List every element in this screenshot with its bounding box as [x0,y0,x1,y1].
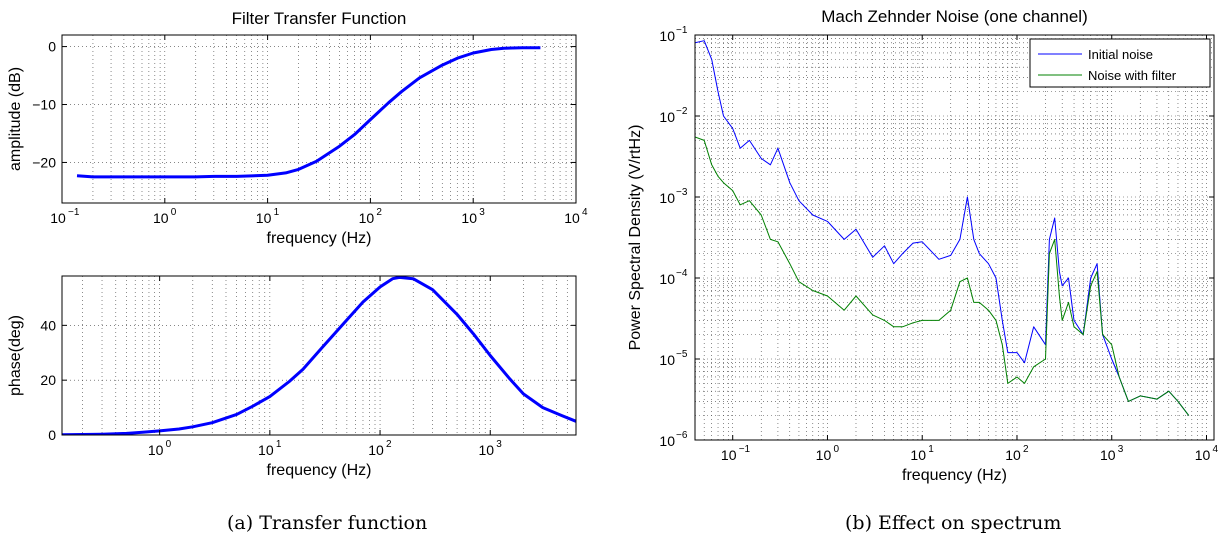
chart-title: Mach Zehnder Noise (one channel) [821,7,1087,26]
x-tick-exponent: 3 [496,439,502,450]
grid [694,34,1214,441]
x-tick-exponent: 1 [928,444,934,455]
x-tick-label: 10 [50,210,66,226]
y-tick-exponent: −3 [676,187,688,198]
y-tick-label: 0 [48,39,56,55]
y-tick-label: 10 [659,28,675,44]
y-tick-label: 10 [659,109,675,125]
plot-area [62,35,576,203]
x-tick-label: 10 [1005,447,1021,463]
y-tick-label: −10 [32,97,56,113]
y-axis-label: amplitude (dB) [7,67,24,171]
x-axis-label: frequency (Hz) [267,462,372,479]
axes-frame [694,34,1215,441]
y-tick-label: −20 [32,154,56,170]
psd-chart: 10 −1 10 0 10 1 10 2 10 3 10 410 −610 −510 −410 −310 −21… [627,7,1218,484]
x-tick-exponent: 0 [833,444,839,455]
y-tick-label: 10 [659,190,675,206]
legend-label: Initial noise [1088,47,1153,62]
x-axis-label: frequency (Hz) [902,467,1007,484]
x-tick-exponent: 0 [166,439,172,450]
x-tick-exponent: −1 [739,444,751,455]
y-tick-label: 10 [659,352,675,368]
caption-b: (b) Effect on spectrum [845,512,1062,534]
x-tick-label: 10 [816,447,832,463]
x-tick-exponent: 3 [1118,444,1124,455]
x-tick-label: 10 [478,442,494,458]
x-tick-label: 10 [461,210,477,226]
x-tick-exponent: 4 [1212,444,1218,455]
series-line-1 [695,136,1190,416]
y-tick-label: 20 [40,372,56,388]
x-tick-label: 10 [721,447,737,463]
x-tick-exponent: 1 [274,207,280,218]
x-tick-label: 10 [148,442,164,458]
y-tick-exponent: −5 [676,349,688,360]
x-tick-exponent: 0 [171,207,177,218]
y-tick-label: 40 [40,317,56,333]
chart-title: Filter Transfer Function [232,9,407,28]
plot-area [62,276,576,435]
series-line-0 [695,40,1190,416]
x-tick-label: 10 [564,210,580,226]
legend-label: Noise with filter [1088,68,1177,83]
y-tick-exponent: −6 [676,430,688,441]
x-tick-label: 10 [153,210,169,226]
x-tick-label: 10 [258,442,274,458]
axes-frame [61,34,577,204]
legend: Initial noise Noise with filter [1029,38,1211,88]
plot-area [695,35,1214,440]
y-tick-label: 0 [48,427,56,443]
series-line-0 [76,46,541,179]
x-tick-label: 10 [1195,447,1211,463]
x-tick-label: 10 [910,447,926,463]
x-tick-exponent: 2 [386,439,392,450]
y-axis-label: Power Spectral Density (V/rtHz) [627,125,644,351]
x-tick-exponent: 3 [479,207,485,218]
x-tick-label: 10 [256,210,272,226]
caption-a: (a) Transfer function [227,512,428,534]
y-tick-exponent: −1 [676,25,688,36]
y-tick-label: 10 [659,433,675,449]
grid [61,35,577,203]
y-tick-label: 10 [659,271,675,287]
x-tick-exponent: 2 [1023,444,1029,455]
axes-frame [61,275,577,436]
y-tick-exponent: −2 [676,106,688,117]
x-tick-exponent: −1 [68,207,80,218]
x-tick-label: 10 [1100,447,1116,463]
x-tick-exponent: 4 [582,207,588,218]
x-tick-exponent: 1 [276,439,282,450]
x-tick-label: 10 [368,442,384,458]
series-line-0 [62,276,576,435]
x-tick-exponent: 2 [376,207,382,218]
legend-box [1029,38,1211,88]
y-axis-label: phase(deg) [7,315,24,396]
x-tick-label: 10 [359,210,375,226]
y-tick-exponent: −4 [676,268,688,279]
x-axis-label: frequency (Hz) [267,230,372,247]
